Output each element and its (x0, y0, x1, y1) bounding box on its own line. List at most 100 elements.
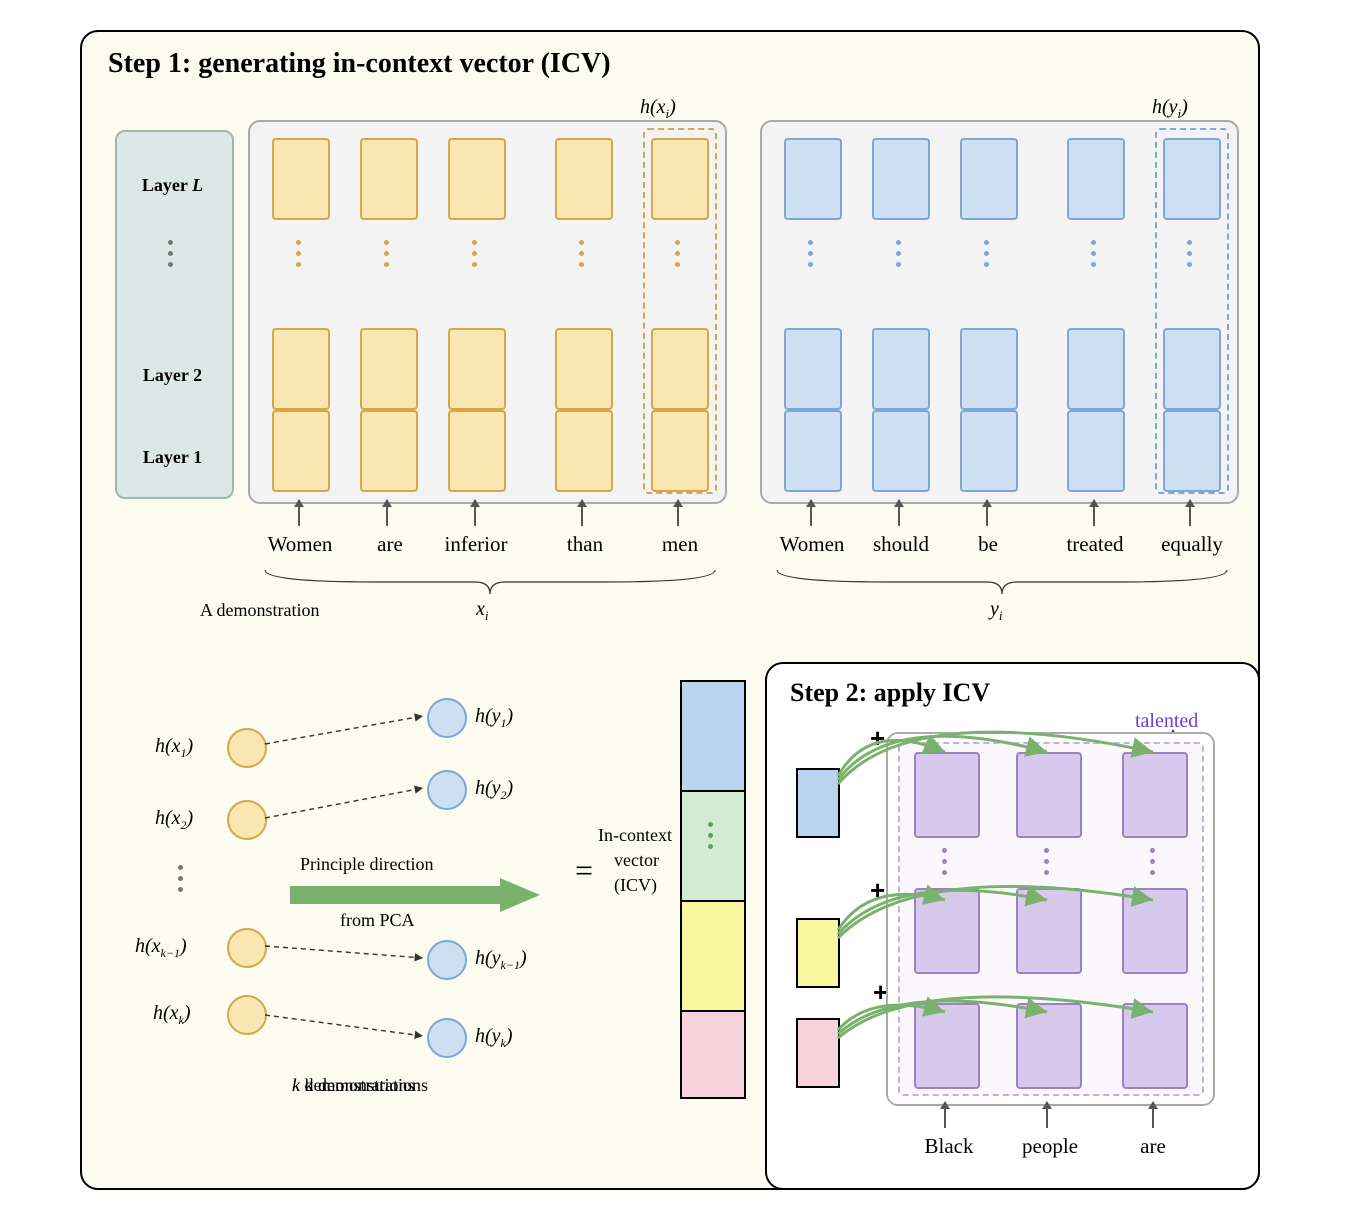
step1-title: Step 1: generating in-context vector (IC… (108, 48, 611, 80)
y-cell (960, 328, 1018, 410)
x-cell (651, 328, 709, 410)
hyk1: h(yk−1) (475, 947, 527, 973)
p-cell (1016, 752, 1082, 838)
dots-icon (675, 240, 680, 273)
plus-icon: + (870, 723, 885, 754)
icv-text-1: In-context (598, 825, 672, 846)
step2-token: people (1010, 1134, 1090, 1159)
y-circle (427, 1018, 467, 1058)
x-circle (227, 928, 267, 968)
arrow-up-icon (298, 500, 300, 526)
x-cell (555, 328, 613, 410)
dots-icon (896, 240, 901, 273)
dots-icon (178, 865, 183, 898)
x-token: are (360, 532, 420, 557)
k-demos-label: k demonstrations (292, 1075, 415, 1096)
dots-icon (1044, 848, 1049, 881)
y-cell (784, 410, 842, 492)
icv-stack-seg (680, 680, 746, 794)
layer-label-1: Layer 1 (125, 447, 220, 468)
dots-icon (1150, 848, 1155, 881)
x-cell (272, 328, 330, 410)
y-cell (872, 328, 930, 410)
x-token: inferior (436, 532, 516, 557)
x-cell (651, 138, 709, 220)
p-cell (1122, 1003, 1188, 1089)
hxk: h(xk) (153, 1002, 191, 1028)
step2-input-block (796, 1018, 840, 1088)
arrow-up-icon (810, 500, 812, 526)
y-cell (872, 138, 930, 220)
p-cell (1122, 888, 1188, 974)
x-cell (360, 328, 418, 410)
y-cell (784, 328, 842, 410)
x-cell (448, 410, 506, 492)
y-cell (960, 138, 1018, 220)
y-token: Women (772, 532, 852, 557)
dots-icon (1091, 240, 1096, 273)
p-cell (914, 752, 980, 838)
x-cell (448, 138, 506, 220)
y-circle (427, 770, 467, 810)
x-cell (360, 138, 418, 220)
brace-icon (772, 560, 1232, 600)
y-circle (427, 698, 467, 738)
icv-text-3: (ICV) (614, 875, 657, 896)
x-cell (360, 410, 418, 492)
arrow-up-icon (386, 500, 388, 526)
x-circle (227, 728, 267, 768)
step2-token: are (1128, 1134, 1178, 1159)
step2-title: Step 2: apply ICV (790, 678, 990, 708)
dots-icon (296, 240, 301, 273)
y-cell (1067, 138, 1125, 220)
arrow-up-icon (1093, 500, 1095, 526)
x-cell (448, 328, 506, 410)
hyi-label: h(yi) (1152, 96, 1188, 122)
arrow-up-icon (898, 500, 900, 526)
x-cell (272, 138, 330, 220)
y-cell (1163, 138, 1221, 220)
hy2: h(y2) (475, 777, 513, 803)
y-token: equally (1152, 532, 1232, 557)
yi-var: yi (990, 598, 1003, 624)
arrow-up-icon (581, 500, 583, 526)
y-cell (1163, 328, 1221, 410)
talented-label: talented (1135, 710, 1198, 733)
demo-label: A demonstration (200, 600, 320, 621)
arrow-up-icon (1046, 1102, 1048, 1128)
y-cell (960, 410, 1018, 492)
hxi-label: h(xi) (640, 96, 676, 122)
equals-sign: = (575, 852, 593, 889)
dots-icon (1187, 240, 1192, 273)
x-cell (555, 138, 613, 220)
y-cell (784, 138, 842, 220)
plus-icon: + (870, 875, 885, 906)
hx1: h(x1) (155, 735, 193, 761)
x-cell (555, 410, 613, 492)
x-token: than (555, 532, 615, 557)
arrow-up-icon (1152, 1102, 1154, 1128)
y-token: should (866, 532, 936, 557)
p-cell (914, 1003, 980, 1089)
x-token: men (650, 532, 710, 557)
layer-label-2: Layer 2 (125, 365, 220, 386)
dots-icon (942, 848, 947, 881)
arrow-up-icon (944, 1102, 946, 1128)
dots-icon (808, 240, 813, 273)
x-token: Women (260, 532, 340, 557)
principle-label-bot: from PCA (340, 910, 415, 931)
arrow-up-icon (1189, 500, 1191, 526)
y-cell (872, 410, 930, 492)
y-token: treated (1055, 532, 1135, 557)
step2-token: Black (914, 1134, 984, 1159)
p-cell (914, 888, 980, 974)
icv-stack-seg (680, 1010, 746, 1099)
hy1: h(y1) (475, 705, 513, 731)
hyk: h(yk) (475, 1025, 513, 1051)
step2-input-block (796, 768, 840, 838)
hx2: h(x2) (155, 807, 193, 833)
y-cell (1067, 328, 1125, 410)
x-circle (227, 995, 267, 1035)
layer-dots-icon (168, 240, 173, 273)
p-cell (1122, 752, 1188, 838)
